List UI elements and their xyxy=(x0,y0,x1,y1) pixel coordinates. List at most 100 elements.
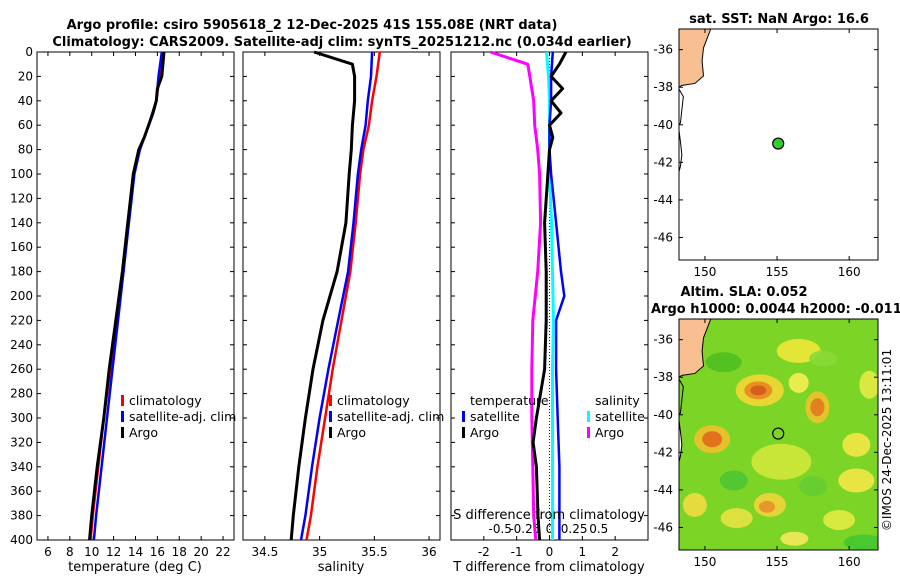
legend-label-sal-argo: Argo xyxy=(595,425,624,440)
legend-label-sal-satellite: satellite xyxy=(595,409,645,424)
salinity-xlabel: salinity xyxy=(318,560,365,575)
map-x-tick-label: 160 xyxy=(838,555,861,569)
map-y-tick-label: -40 xyxy=(653,408,673,422)
y-tick-label: 260 xyxy=(10,362,33,376)
y-tick-label: 100 xyxy=(10,167,33,181)
argo-line xyxy=(289,50,357,541)
y-tick-label: 20 xyxy=(18,69,33,83)
climatology-line xyxy=(305,51,382,541)
salinity-satellite-diff-line xyxy=(545,51,555,540)
sla-anomaly-patch xyxy=(810,398,825,417)
map-y-tick-label: -36 xyxy=(653,43,673,57)
legend-swatch-sal-argo xyxy=(587,427,590,438)
y-tick-label: 280 xyxy=(10,387,33,401)
y-tick-label: 120 xyxy=(10,191,33,205)
legend-label-temp-argo: Argo xyxy=(470,425,499,440)
map-x-tick-label: 155 xyxy=(766,265,789,279)
map-y-tick-label: -38 xyxy=(653,370,673,384)
y-tick-label: 220 xyxy=(10,313,33,327)
x-tick-label: 20 xyxy=(194,545,209,559)
y-tick-label: 160 xyxy=(10,240,33,254)
salinity-panel: 34.5 35 35.5 36 xyxy=(242,50,441,559)
sla-map-title1: Altim. SLA: 0.052 xyxy=(681,285,808,300)
difference-xlabel-top: S difference from climatology xyxy=(453,508,645,523)
sla-anomaly-patch xyxy=(838,468,875,493)
x-tick-label: 34.5 xyxy=(252,545,279,559)
legend-label-argo: Argo xyxy=(337,425,366,440)
credit-stamp: ©IMOS 24-Dec-2025 13:11:01 xyxy=(880,349,894,531)
sla-anomaly-patch xyxy=(682,492,707,517)
map-x-tick-label: 155 xyxy=(766,555,789,569)
legend-title-temperature: temperature xyxy=(470,393,549,408)
x-tick-label: 10 xyxy=(84,545,99,559)
y-tick-label: 380 xyxy=(10,509,33,523)
y-tick-label: 360 xyxy=(10,484,33,498)
sla-map-panel: 150 155 160 -36 -38 -40 -42 -44 -46 xyxy=(653,318,879,569)
sla-anomaly-patch xyxy=(758,500,775,513)
map-y-tick-label: -40 xyxy=(653,118,673,132)
y-tick-label: 40 xyxy=(18,94,33,108)
map-x-tick-label: 150 xyxy=(694,555,717,569)
legend-label-climatology: climatology xyxy=(337,393,410,408)
x-tick-label: 8 xyxy=(66,545,74,559)
mainland-land xyxy=(679,319,712,378)
legend-swatch-argo xyxy=(329,427,332,438)
temperature-legend: climatology satellite-adj. clim Argo xyxy=(121,393,236,440)
legend-swatch-argo xyxy=(121,427,124,438)
legend-label-satellite: satellite-adj. clim xyxy=(337,409,444,424)
x-tick-label: -2 xyxy=(478,545,490,559)
temperature-satellite-diff-line xyxy=(548,51,566,540)
bass-strait-coast xyxy=(679,378,684,416)
sla-anomaly-patch xyxy=(720,508,753,529)
map-area xyxy=(679,319,878,550)
legend-title-salinity: salinity xyxy=(595,393,640,408)
bass-strait-coast xyxy=(679,88,684,126)
argo-line xyxy=(88,51,166,541)
x-tick-label: 6 xyxy=(44,545,52,559)
legend-swatch-temp-argo xyxy=(462,427,465,438)
x-tick-label: 18 xyxy=(172,545,187,559)
sla-map-title2: Argo h1000: 0.0044 h2000: -0.011 xyxy=(651,302,900,317)
sst-map-title: sat. SST: NaN Argo: 16.6 xyxy=(689,12,869,27)
sla-anomaly-patch xyxy=(788,372,809,393)
y-tick-label: 400 xyxy=(10,533,33,547)
sla-anomaly-patch xyxy=(859,370,878,399)
sla-anomaly-patch xyxy=(719,470,748,491)
map-y-tick-label: -42 xyxy=(653,445,673,459)
x-tick-label: 2 xyxy=(611,545,619,559)
y-tick-label: 80 xyxy=(18,143,33,157)
sla-anomaly-patch xyxy=(751,443,812,480)
difference-legend: temperature satellite Argo salinity sate… xyxy=(462,393,645,440)
sla-anomaly-patch xyxy=(823,509,856,530)
map-y-tick-label: -38 xyxy=(653,80,673,94)
x-tick-label: 35.5 xyxy=(361,545,388,559)
map-y-tick-label: -36 xyxy=(653,333,673,347)
map-y-tick-label: -46 xyxy=(653,230,673,244)
map-x-tick-label: 160 xyxy=(838,265,861,279)
sla-anomaly-patch xyxy=(780,531,809,546)
x-tick-label: 22 xyxy=(215,545,230,559)
map-y-tick-label: -44 xyxy=(653,193,673,207)
mainland-land xyxy=(679,29,712,88)
map-y-tick-label: -42 xyxy=(653,155,673,169)
y-tick-label: 0 xyxy=(25,45,33,59)
legend-label-argo: Argo xyxy=(129,425,158,440)
map-frame xyxy=(678,318,879,551)
salinity-diff-tick-label: 0.25 xyxy=(561,522,588,536)
y-tick-label: 240 xyxy=(10,338,33,352)
map-y-tick-label: -44 xyxy=(653,483,673,497)
legend-swatch-sal-satellite xyxy=(587,411,590,422)
tasmania-coast xyxy=(679,130,683,172)
legend-swatch-satellite xyxy=(121,411,124,422)
sla-anomaly-patch xyxy=(799,476,828,497)
legend-swatch-climatology xyxy=(121,395,124,406)
y-tick-label: 320 xyxy=(10,435,33,449)
satellite-clim-line xyxy=(299,51,374,541)
temperature-argo-diff-line xyxy=(531,51,568,541)
main-title-line1: Argo profile: csiro 5905618_2 12-Dec-202… xyxy=(67,18,558,33)
legend-label-satellite: satellite-adj. clim xyxy=(129,409,236,424)
plot-frame xyxy=(242,51,441,541)
difference-xlabel: T difference from climatology xyxy=(452,560,645,575)
